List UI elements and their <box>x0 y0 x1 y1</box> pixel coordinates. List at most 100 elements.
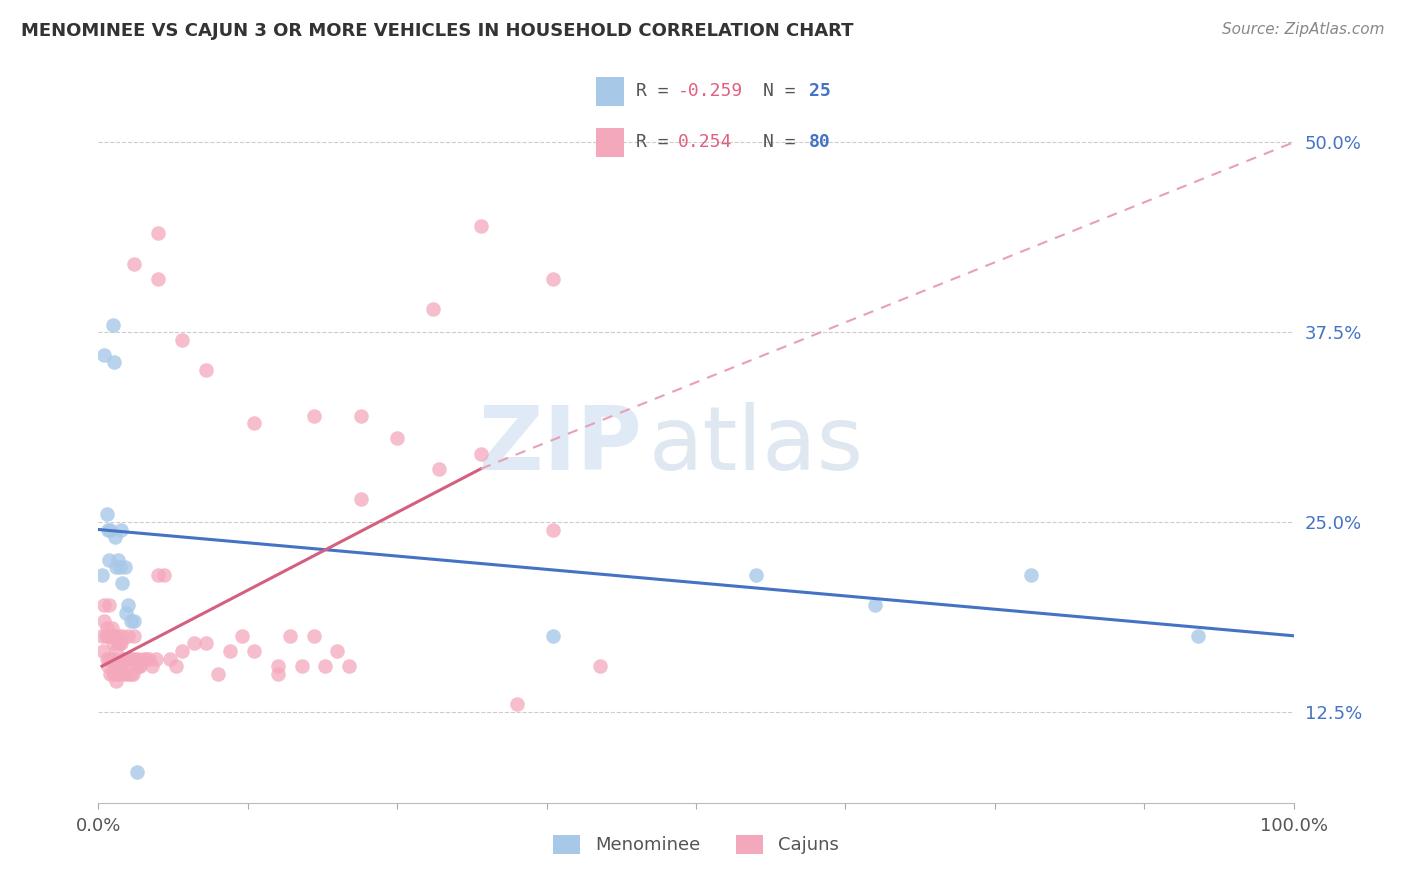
Point <box>231 629 253 643</box>
Text: R =: R = <box>636 134 690 152</box>
Point <box>105 674 128 689</box>
Point <box>97 629 120 643</box>
Point <box>91 644 114 658</box>
Point <box>120 666 142 681</box>
Point <box>111 629 134 643</box>
Point <box>108 666 131 681</box>
Point <box>326 644 349 658</box>
Point <box>93 599 115 613</box>
Text: N =: N = <box>763 82 807 100</box>
Point <box>107 629 129 643</box>
Text: R =: R = <box>636 82 679 100</box>
Point <box>117 629 139 643</box>
Point <box>114 560 136 574</box>
Point <box>745 568 768 582</box>
Point <box>104 659 127 673</box>
Point <box>865 599 887 613</box>
Point <box>470 219 492 233</box>
Point <box>100 621 122 635</box>
Point <box>124 651 146 665</box>
Point <box>107 636 129 650</box>
Point <box>103 629 125 643</box>
Point <box>470 447 492 461</box>
Point <box>98 553 121 567</box>
Point <box>103 651 125 665</box>
Point <box>148 272 170 286</box>
Point <box>129 659 152 673</box>
Point <box>195 636 218 650</box>
Point <box>541 272 564 286</box>
Point <box>122 666 145 681</box>
Point <box>427 462 450 476</box>
Point <box>128 659 150 673</box>
Point <box>141 659 163 673</box>
Point <box>172 333 194 347</box>
Point <box>115 651 138 665</box>
Point <box>1019 568 1042 582</box>
Point <box>94 629 117 643</box>
Point <box>124 614 146 628</box>
Point <box>159 651 181 665</box>
Point <box>107 553 129 567</box>
Point <box>101 666 124 681</box>
Point <box>101 636 124 650</box>
Point <box>117 599 139 613</box>
Point <box>96 621 118 635</box>
Point <box>127 651 149 665</box>
Point <box>96 508 118 522</box>
Point <box>112 651 135 665</box>
Point <box>302 629 325 643</box>
Point <box>111 575 134 590</box>
Point <box>385 431 409 445</box>
Point <box>93 348 115 362</box>
Text: N =: N = <box>763 134 807 152</box>
Point <box>97 523 120 537</box>
Point <box>105 644 128 658</box>
Point <box>350 492 373 507</box>
Point <box>104 629 127 643</box>
Point <box>120 614 142 628</box>
Point <box>291 659 314 673</box>
Point <box>104 530 127 544</box>
Point <box>315 659 337 673</box>
Point <box>153 568 176 582</box>
Point <box>267 659 290 673</box>
Point <box>302 409 325 423</box>
Point <box>132 651 155 665</box>
Text: MENOMINEE VS CAJUN 3 OR MORE VEHICLES IN HOUSEHOLD CORRELATION CHART: MENOMINEE VS CAJUN 3 OR MORE VEHICLES IN… <box>21 22 853 40</box>
Legend: Menominee, Cajuns: Menominee, Cajuns <box>546 828 846 862</box>
Point <box>91 568 114 582</box>
Point <box>115 651 138 665</box>
Point <box>108 636 131 650</box>
Point <box>195 363 218 377</box>
Text: 25: 25 <box>810 82 831 100</box>
Point <box>165 659 187 673</box>
Point <box>105 560 128 574</box>
Point <box>125 765 148 780</box>
Point <box>145 651 167 665</box>
Point <box>100 651 122 665</box>
Point <box>125 659 148 673</box>
Text: atlas: atlas <box>648 402 863 490</box>
Point <box>97 659 120 673</box>
Point <box>207 666 229 681</box>
Point <box>115 606 138 620</box>
Point <box>111 659 134 673</box>
Point <box>98 651 121 665</box>
Point <box>98 599 121 613</box>
Point <box>506 697 529 711</box>
Point <box>117 666 139 681</box>
Point <box>108 560 131 574</box>
Point <box>110 523 132 537</box>
Point <box>124 629 146 643</box>
Point <box>98 523 122 537</box>
Point <box>278 629 301 643</box>
Point <box>138 651 160 665</box>
Point <box>107 659 129 673</box>
Point <box>93 614 115 628</box>
Point <box>101 318 124 332</box>
Bar <box>596 128 624 157</box>
Point <box>118 651 141 665</box>
Text: -0.259: -0.259 <box>678 82 744 100</box>
Point <box>98 666 122 681</box>
